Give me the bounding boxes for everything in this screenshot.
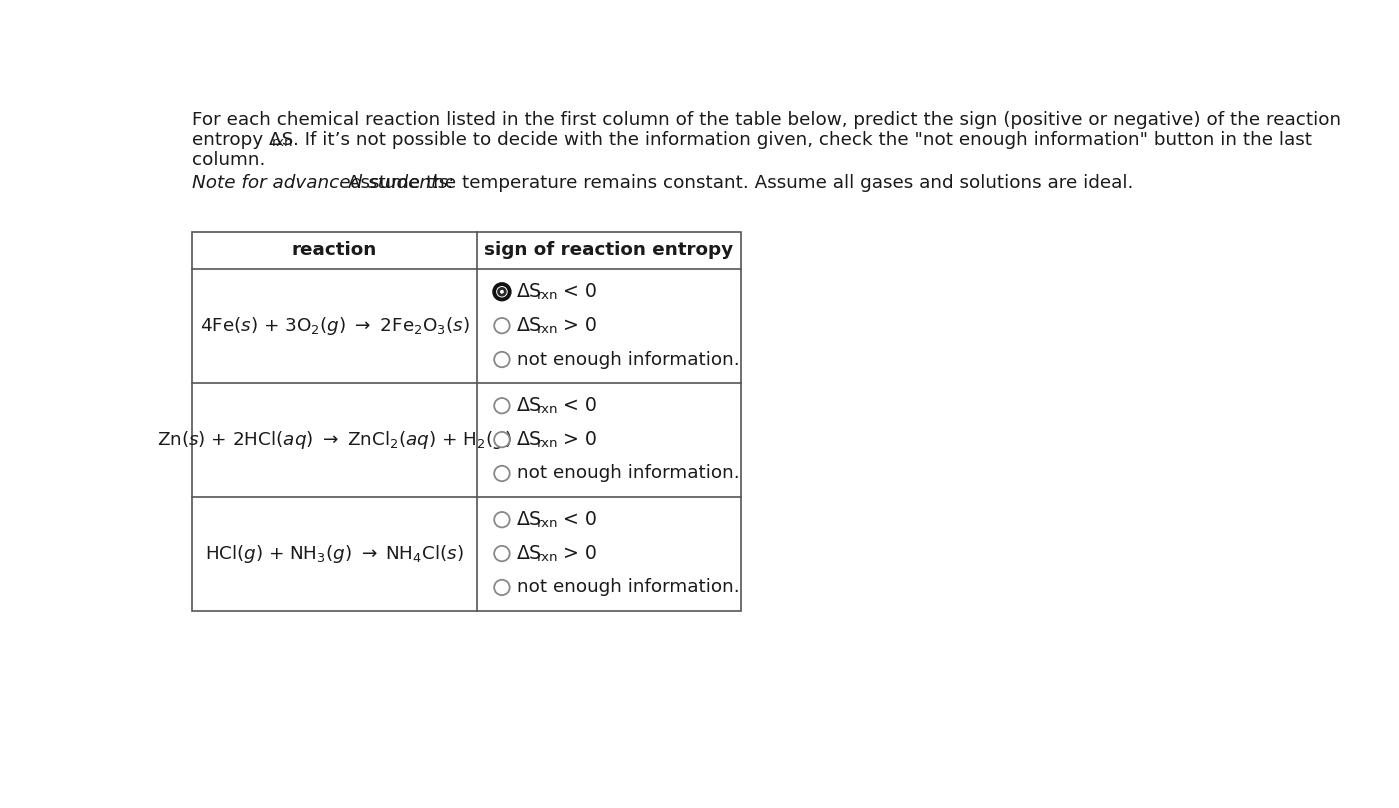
Text: sign of reaction entropy: sign of reaction entropy [484, 242, 733, 259]
Text: ΔS: ΔS [516, 396, 541, 415]
Text: reaction: reaction [292, 242, 378, 259]
Circle shape [494, 465, 509, 482]
Text: ΔS: ΔS [516, 544, 541, 563]
Text: rxn: rxn [271, 137, 294, 149]
Text: ΔS: ΔS [516, 430, 541, 449]
Text: not enough information.: not enough information. [516, 465, 739, 482]
Text: ΔS: ΔS [516, 282, 541, 301]
Text: ΔS: ΔS [516, 510, 541, 529]
Text: Note for advanced students:: Note for advanced students: [192, 174, 455, 192]
Text: not enough information.: not enough information. [516, 579, 739, 596]
Text: column.: column. [192, 151, 266, 169]
Text: For each chemical reaction listed in the first column of the table below, predic: For each chemical reaction listed in the… [192, 111, 1342, 128]
Text: rxn: rxn [537, 289, 558, 302]
Circle shape [494, 318, 509, 334]
Text: rxn: rxn [537, 551, 558, 564]
Text: entropy ΔS: entropy ΔS [192, 131, 294, 149]
Text: 4Fe$(s)$ + 3O$_2$$(g)$ $\rightarrow$ 2Fe$_2$O$_3$$(s)$: 4Fe$(s)$ + 3O$_2$$(g)$ $\rightarrow$ 2Fe… [200, 314, 470, 337]
Text: Zn$(s)$ + 2HCl$(aq)$ $\rightarrow$ ZnCl$_2$$(aq)$ + H$_2$$(g)$: Zn$(s)$ + 2HCl$(aq)$ $\rightarrow$ ZnCl$… [157, 428, 512, 451]
Text: Assume the temperature remains constant. Assume all gases and solutions are idea: Assume the temperature remains constant.… [341, 174, 1133, 192]
Circle shape [494, 580, 509, 595]
Text: > 0: > 0 [557, 544, 597, 563]
Text: > 0: > 0 [557, 316, 597, 335]
Text: rxn: rxn [537, 403, 558, 416]
Text: < 0: < 0 [557, 510, 597, 529]
Text: HCl$(g)$ + NH$_3$$(g)$ $\rightarrow$ NH$_4$Cl$(s)$: HCl$(g)$ + NH$_3$$(g)$ $\rightarrow$ NH$… [206, 542, 464, 565]
Text: ΔS: ΔS [516, 316, 541, 335]
Text: rxn: rxn [537, 323, 558, 336]
Text: . If it’s not possible to decide with the information given, check the "not enou: . If it’s not possible to decide with th… [294, 131, 1312, 149]
Circle shape [494, 351, 509, 367]
Circle shape [499, 290, 504, 293]
Text: < 0: < 0 [557, 282, 597, 301]
Text: > 0: > 0 [557, 430, 597, 449]
Circle shape [494, 546, 509, 562]
Text: rxn: rxn [537, 517, 558, 530]
Circle shape [494, 432, 509, 448]
Bar [192, 232, 740, 611]
Circle shape [494, 512, 509, 528]
Text: < 0: < 0 [557, 396, 597, 415]
Circle shape [494, 398, 509, 414]
Text: not enough information.: not enough information. [516, 351, 739, 368]
Circle shape [494, 284, 509, 300]
Circle shape [497, 287, 506, 297]
Text: rxn: rxn [537, 437, 558, 450]
